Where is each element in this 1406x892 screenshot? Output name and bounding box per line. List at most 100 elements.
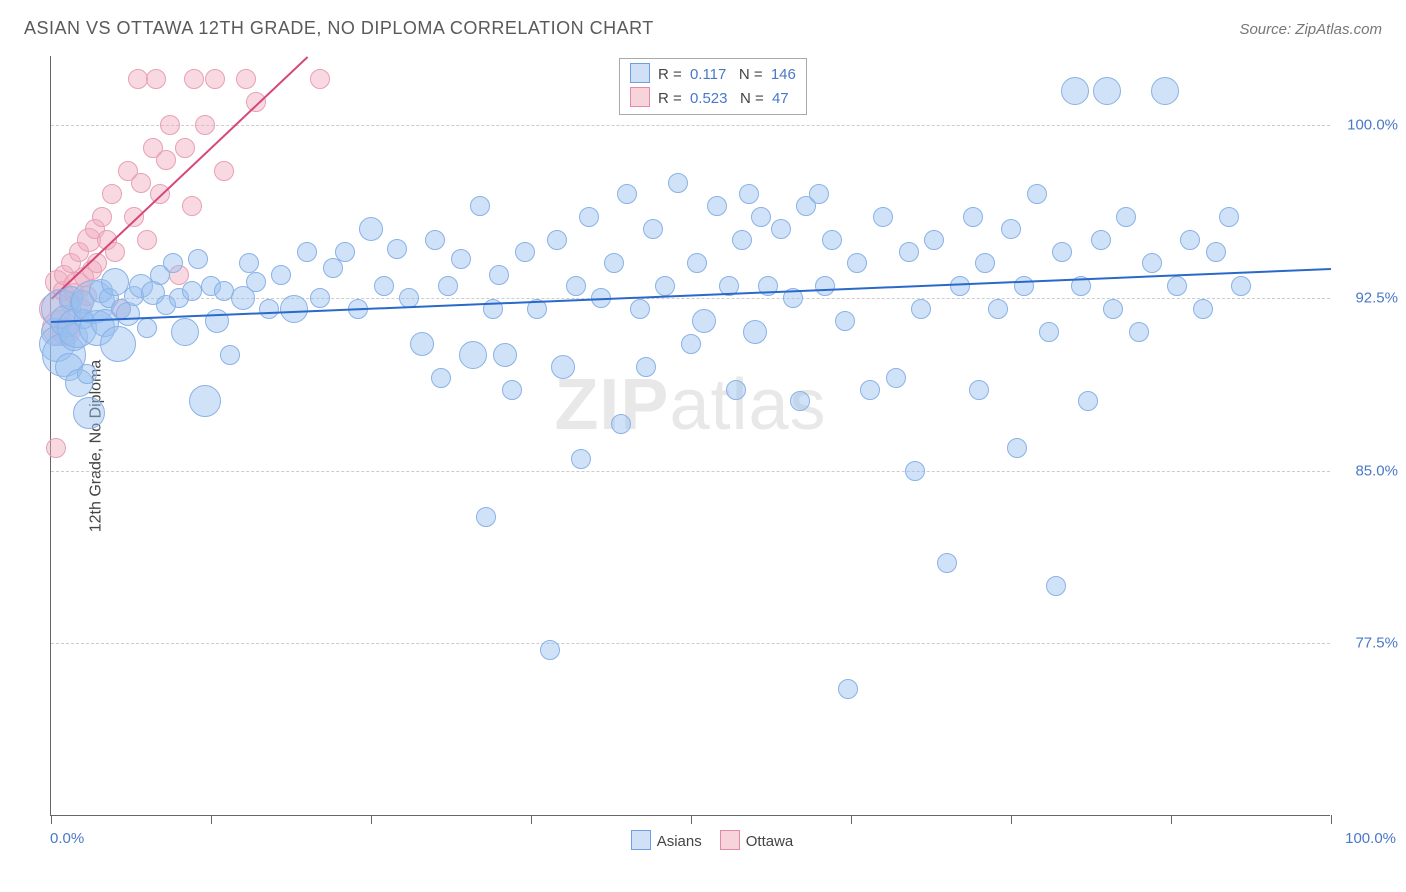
- legend-swatch: [720, 830, 740, 850]
- chart-source: Source: ZipAtlas.com: [1239, 21, 1382, 38]
- asians-point: [636, 357, 656, 377]
- x-tick: [531, 815, 532, 824]
- asians-point: [739, 184, 759, 204]
- asians-point: [425, 230, 445, 250]
- ottawa-point: [246, 92, 266, 112]
- asians-point: [899, 242, 919, 262]
- ottawa-point: [46, 438, 66, 458]
- asians-point: [726, 380, 746, 400]
- asians-point: [1046, 576, 1066, 596]
- asians-point: [451, 249, 471, 269]
- asians-point: [1061, 77, 1089, 105]
- asians-point: [137, 318, 157, 338]
- asians-point: [835, 311, 855, 331]
- series-legend: AsiansOttawa: [0, 830, 1406, 850]
- asians-point: [359, 217, 383, 241]
- asians-point: [604, 253, 624, 273]
- x-tick: [1331, 815, 1332, 824]
- ottawa-point: [205, 69, 225, 89]
- asians-point: [410, 332, 434, 356]
- asians-point: [1091, 230, 1111, 250]
- asians-point: [743, 320, 767, 344]
- legend-row: R = 0.117 N = 146: [630, 63, 796, 87]
- x-tick: [51, 815, 52, 824]
- scatter-plot: ZIPatlas R = 0.117 N = 146R = 0.523 N = …: [50, 56, 1330, 816]
- asians-point: [515, 242, 535, 262]
- gridline: [51, 125, 1330, 126]
- x-tick: [851, 815, 852, 824]
- ottawa-point: [137, 230, 157, 250]
- x-tick: [1171, 815, 1172, 824]
- asians-point: [655, 276, 675, 296]
- y-tick-label: 85.0%: [1355, 462, 1398, 479]
- asians-point: [77, 364, 97, 384]
- asians-point: [1014, 276, 1034, 296]
- x-tick: [691, 815, 692, 824]
- asians-point: [374, 276, 394, 296]
- asians-point: [1103, 299, 1123, 319]
- asians-point: [171, 318, 199, 346]
- y-tick-label: 77.5%: [1355, 635, 1398, 652]
- asians-point: [1007, 438, 1027, 458]
- asians-point: [1052, 242, 1072, 262]
- ottawa-point: [156, 150, 176, 170]
- asians-point: [493, 343, 517, 367]
- asians-point: [1180, 230, 1200, 250]
- asians-point: [431, 368, 451, 388]
- x-tick: [1011, 815, 1012, 824]
- asians-point: [188, 249, 208, 269]
- correlation-legend: R = 0.117 N = 146R = 0.523 N = 47: [619, 58, 807, 115]
- asians-point: [838, 679, 858, 699]
- asians-point: [617, 184, 637, 204]
- asians-point: [905, 461, 925, 481]
- asians-point: [815, 276, 835, 296]
- asians-point: [937, 553, 957, 573]
- asians-point: [924, 230, 944, 250]
- ottawa-point: [160, 115, 180, 135]
- ottawa-point: [310, 69, 330, 89]
- y-tick-label: 100.0%: [1347, 117, 1398, 134]
- asians-point: [470, 196, 490, 216]
- legend-label: Ottawa: [746, 833, 794, 850]
- asians-point: [1219, 207, 1239, 227]
- asians-point: [975, 253, 995, 273]
- asians-point: [579, 207, 599, 227]
- asians-point: [847, 253, 867, 273]
- asians-point: [239, 253, 259, 273]
- asians-point: [246, 272, 266, 292]
- ottawa-point: [195, 115, 215, 135]
- asians-point: [1001, 219, 1021, 239]
- asians-point: [1078, 391, 1098, 411]
- asians-point: [822, 230, 842, 250]
- legend-row: R = 0.523 N = 47: [630, 87, 796, 111]
- ottawa-point: [182, 196, 202, 216]
- y-tick-label: 92.5%: [1355, 289, 1398, 306]
- asians-point: [950, 276, 970, 296]
- asians-point: [489, 265, 509, 285]
- asians-point: [668, 173, 688, 193]
- asians-point: [1151, 77, 1179, 105]
- ottawa-point: [175, 138, 195, 158]
- asians-point: [860, 380, 880, 400]
- asians-point: [1039, 322, 1059, 342]
- x-tick: [211, 815, 212, 824]
- asians-point: [692, 309, 716, 333]
- asians-point: [886, 368, 906, 388]
- asians-point: [963, 207, 983, 227]
- asians-point: [1167, 276, 1187, 296]
- asians-point: [1142, 253, 1162, 273]
- asians-point: [220, 345, 240, 365]
- asians-point: [271, 265, 291, 285]
- ottawa-point: [184, 69, 204, 89]
- ottawa-point: [214, 161, 234, 181]
- ottawa-point: [236, 69, 256, 89]
- asians-point: [323, 258, 343, 278]
- asians-point: [547, 230, 567, 250]
- asians-point: [259, 299, 279, 319]
- asians-point: [1093, 77, 1121, 105]
- asians-point: [551, 355, 575, 379]
- asians-point: [540, 640, 560, 660]
- asians-point: [809, 184, 829, 204]
- asians-point: [297, 242, 317, 262]
- chart-title: ASIAN VS OTTAWA 12TH GRADE, NO DIPLOMA C…: [24, 18, 654, 39]
